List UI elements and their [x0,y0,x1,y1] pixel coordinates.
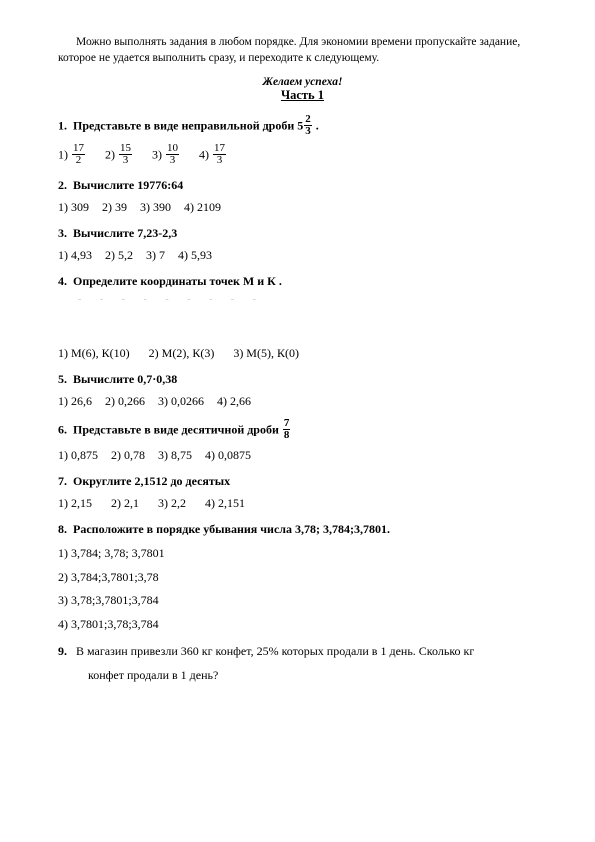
q8: 8. Расположите в порядке убывания числа … [58,521,547,538]
intro-text: Можно выполнять задания в любом порядке.… [58,35,547,66]
part-title: Часть 1 [58,88,547,103]
q8-opt2: 2) 3,784;3,7801;3,78 [58,569,547,586]
q4-number-line: - - - - - - - - - [78,294,547,305]
q6-options: 1) 0,875 2) 0,78 3) 8,75 4) 0,0875 [58,448,547,463]
q9: 9. В магазин привезли 360 кг конфет, 25%… [58,643,547,660]
q7: 7. Округлите 2,1512 до десятых [58,473,547,490]
q2-options: 1) 309 2) 39 3) 390 4) 2109 [58,200,547,215]
q1-opt3: 3) 103 [152,144,180,167]
q3: 3. Вычислите 7,23-2,3 [58,225,547,242]
q8-opt1: 1) 3,784; 3,78; 3,7801 [58,545,547,562]
q1-text: Представьте в виде неправильной дроби [73,118,294,132]
q1-mixed: 523 [297,115,313,138]
q7-options: 1) 2,15 2) 2,1 3) 2,2 4) 2,151 [58,496,547,511]
q5-options: 1) 26,6 2) 0,266 3) 0,0266 4) 2,66 [58,394,547,409]
q2: 2. Вычислите 19776:64 [58,177,547,194]
q8-opt4: 4) 3,7801;3,78;3,784 [58,616,547,633]
q9-cont: конфет продали в 1 день? [88,667,547,684]
q1-opt1: 1) 172 [58,144,86,167]
q4-options: 1) М(6), К(10) 2) М(2), К(3) 3) М(5), К(… [58,346,547,361]
q1: 1. Представьте в виде неправильной дроби… [58,115,547,138]
q3-options: 1) 4,93 2) 5,2 3) 7 4) 5,93 [58,248,547,263]
q6: 6. Представьте в виде десятичной дроби 7… [58,419,547,442]
q5: 5. Вычислите 0,7·0,38 [58,371,547,388]
q1-num: 1. [58,118,67,132]
page-content: Можно выполнять задания в любом порядке.… [0,0,595,721]
wish: Желаем успеха! [58,76,547,88]
q4: 4. Определите координаты точек М и К . [58,273,547,290]
q1-opt2: 2) 153 [105,144,133,167]
q1-options: 1) 172 2) 153 3) 103 4) 173 [58,144,547,167]
q1-opt4: 4) 173 [199,144,227,167]
q8-opt3: 3) 3,78;3,7801;3,784 [58,592,547,609]
